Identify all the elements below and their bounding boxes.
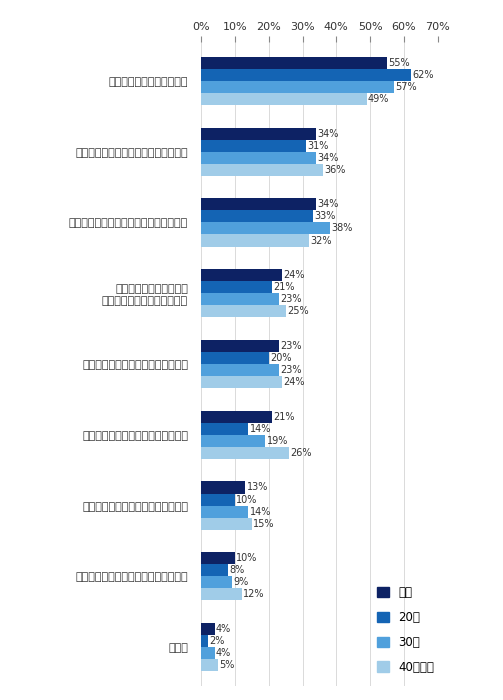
Legend: 全体, 20代, 30代, 40代以上: 全体, 20代, 30代, 40代以上: [377, 586, 434, 673]
Text: 12%: 12%: [243, 589, 265, 599]
Bar: [201, 234, 309, 246]
Text: 23%: 23%: [280, 365, 302, 375]
Bar: [201, 564, 228, 576]
Bar: [201, 127, 316, 140]
Text: 21%: 21%: [274, 282, 295, 292]
Text: 9%: 9%: [233, 578, 248, 587]
Bar: [201, 576, 231, 588]
Text: 34%: 34%: [317, 199, 339, 209]
Bar: [201, 659, 218, 671]
Text: 25%: 25%: [287, 307, 309, 316]
Bar: [201, 340, 279, 352]
Text: 38%: 38%: [331, 223, 352, 234]
Bar: [201, 647, 215, 659]
Text: 55%: 55%: [388, 58, 410, 68]
Text: 4%: 4%: [216, 624, 231, 634]
Bar: [201, 305, 286, 317]
Text: 34%: 34%: [317, 129, 339, 139]
Text: 23%: 23%: [280, 294, 302, 304]
Text: 15%: 15%: [253, 519, 275, 528]
Text: 33%: 33%: [314, 211, 336, 221]
Bar: [201, 81, 394, 93]
Bar: [201, 140, 306, 152]
Bar: [201, 588, 242, 601]
Bar: [201, 93, 367, 105]
Bar: [201, 376, 282, 388]
Bar: [201, 223, 329, 234]
Bar: [201, 482, 245, 494]
Text: 14%: 14%: [250, 507, 271, 517]
Text: 24%: 24%: [284, 270, 305, 280]
Bar: [201, 270, 282, 281]
Bar: [201, 211, 313, 223]
Bar: [201, 494, 235, 505]
Bar: [201, 435, 266, 447]
Bar: [201, 281, 272, 293]
Bar: [201, 517, 252, 530]
Bar: [201, 623, 215, 635]
Bar: [201, 552, 235, 564]
Text: 19%: 19%: [267, 436, 288, 446]
Bar: [201, 423, 248, 435]
Text: 49%: 49%: [368, 94, 389, 104]
Text: 14%: 14%: [250, 424, 271, 434]
Bar: [201, 198, 316, 211]
Text: 2%: 2%: [209, 636, 225, 646]
Bar: [201, 505, 248, 517]
Text: 36%: 36%: [324, 164, 346, 175]
Bar: [201, 352, 269, 364]
Text: 34%: 34%: [317, 153, 339, 162]
Text: 20%: 20%: [270, 353, 292, 363]
Bar: [201, 57, 387, 69]
Bar: [201, 364, 279, 376]
Text: 10%: 10%: [236, 494, 258, 505]
Text: 13%: 13%: [246, 482, 268, 493]
Bar: [201, 69, 410, 81]
Text: 31%: 31%: [307, 141, 328, 150]
Text: 24%: 24%: [284, 377, 305, 387]
Bar: [201, 293, 279, 305]
Text: 23%: 23%: [280, 341, 302, 351]
Text: 57%: 57%: [395, 82, 416, 92]
Text: 10%: 10%: [236, 553, 258, 564]
Bar: [201, 164, 323, 176]
Text: 21%: 21%: [274, 412, 295, 421]
Text: 5%: 5%: [219, 660, 235, 670]
Text: 4%: 4%: [216, 648, 231, 658]
Text: 32%: 32%: [311, 235, 332, 246]
Bar: [201, 635, 208, 647]
Bar: [201, 411, 272, 423]
Text: 8%: 8%: [229, 566, 245, 575]
Text: 26%: 26%: [290, 448, 312, 458]
Bar: [201, 152, 316, 164]
Bar: [201, 447, 289, 459]
Text: 62%: 62%: [412, 70, 434, 80]
